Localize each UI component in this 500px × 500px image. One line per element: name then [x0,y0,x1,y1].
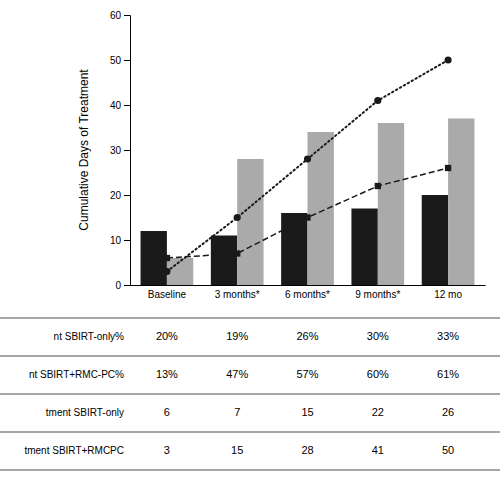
table-rule [0,318,500,319]
x-axis-line [131,285,486,286]
marks [141,56,475,285]
table-rule [0,356,500,357]
table-cell: 26 [442,406,454,418]
table-cell: 20% [156,330,178,342]
y-tick-mark [124,240,130,241]
x-tick-label: 12 mo [434,289,462,300]
x-tick-label: 9 months* [355,289,400,300]
y-tick: 0 [115,280,130,291]
table-cell: 22 [372,406,384,418]
y-axis: 0 10 20 30 40 50 60 [110,10,131,291]
y-tick-label: 40 [110,100,122,111]
y-tick: 20 [110,190,130,201]
table-cell: 28 [301,444,313,456]
bar [422,195,448,285]
y-tick-label: 0 [115,280,121,291]
table-cell: 3 [164,444,170,456]
marker [164,255,170,261]
y-tick: 10 [110,235,130,246]
bar [281,213,307,285]
marker [163,268,170,275]
x-tick: 9 months* [355,289,400,300]
y-tick: 30 [110,145,130,156]
line [167,60,448,272]
table-cell: 47% [226,368,248,380]
line [167,168,448,258]
table-rule [0,432,500,433]
x-tick: Baseline [148,289,187,300]
marker [304,214,310,220]
plot: 0 10 20 30 40 50 60 Baseline 3 months* 6 months* 9… [110,10,486,300]
marker [445,56,452,63]
marker [304,155,311,162]
marker [445,165,451,171]
x-axis: Baseline 3 months* 6 months* 9 months* 12 mo [131,286,486,301]
table-cell: 19% [226,330,248,342]
table-row-label: tment SBIRT-only [46,407,124,418]
table-cell: 30% [367,330,389,342]
y-tick: 40 [110,100,130,111]
table-cell: 50 [442,444,454,456]
y-axis-line [124,16,131,286]
x-tick-label: 6 months* [285,289,330,300]
table-cell: 41 [372,444,384,456]
table-cell: 26% [296,330,318,342]
x-tick: 6 months* [285,289,330,300]
table-cell: 15 [301,406,313,418]
y-tick: 50 [110,55,130,66]
y-tick-mark [124,60,130,61]
y-tick-label: 60 [110,10,122,21]
x-tick-label: Baseline [148,289,187,300]
table-row-label: tment SBIRT+RMCPC [24,445,124,456]
table-cell: 7 [234,406,240,418]
chart: 0 10 20 30 40 50 60 Baseline 3 months* 6 months* 9… [0,0,500,500]
table-rule [0,394,500,395]
y-tick-mark [124,15,130,16]
bar [378,123,404,285]
line-series [163,56,451,275]
y-tick: 60 [110,10,130,21]
bar [167,258,193,285]
bar [237,159,263,285]
y-tick-label: 30 [110,145,122,156]
bar [141,231,167,285]
x-tick: 3 months* [215,289,260,300]
y-tick-label: 50 [110,55,122,66]
y-tick-mark [124,285,130,286]
x-tick-label: 3 months* [215,289,260,300]
line-series [164,165,452,261]
table-rule [0,470,500,471]
marker [234,214,241,221]
y-tick-label: 20 [110,190,122,201]
bar [211,236,237,286]
table-cell: 15 [231,444,243,456]
table: nt SBIRT-only% nt SBIRT+RMC-PC% tment SBIR… [0,318,500,470]
table-cell: 33% [437,330,459,342]
y-tick-mark [124,150,130,151]
table-row-label: nt SBIRT+RMC-PC% [29,369,124,380]
marker [375,183,381,189]
table-cell: 13% [156,368,178,380]
x-tick: 12 mo [434,289,462,300]
table-cell: 60% [367,368,389,380]
bar [448,119,474,286]
y-tick-mark [124,105,130,106]
table-cell: 61% [437,368,459,380]
y-axis-title: Cumulative Days of Treatment [77,69,91,231]
table-cell: 57% [296,368,318,380]
bar [351,209,377,286]
table-row-label: nt SBIRT-only% [54,331,125,342]
table-cell: 6 [164,406,170,418]
y-tick-label: 10 [110,235,122,246]
marker [234,250,240,256]
marker [374,97,381,104]
bar-series [167,119,475,286]
y-tick-mark [124,195,130,196]
